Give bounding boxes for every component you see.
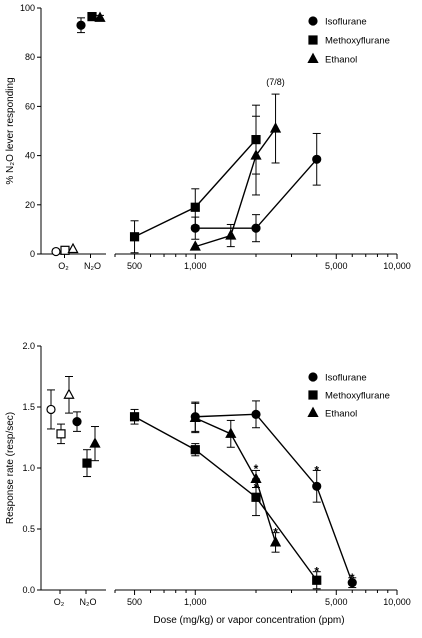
panel1-control-point-triangle <box>94 11 106 22</box>
panel1-point-isoflurane <box>312 154 322 164</box>
panel1-point-ethanol <box>250 149 262 160</box>
panel2-control-point-triangle <box>63 388 75 399</box>
panel1-x-tick-label: 5,000 <box>325 261 348 271</box>
panel1-y-tick-label: 40 <box>25 151 35 161</box>
panel1-y-tick-label: 60 <box>25 101 35 111</box>
panel2-control-point-square <box>56 429 66 439</box>
panel1-point-ethanol <box>269 122 282 133</box>
panel1-legend-marker-square <box>308 35 318 45</box>
panel2-point-ethanol <box>250 472 262 484</box>
panel1-control-point-circle <box>76 20 86 30</box>
panel1-control-point-triangle <box>67 242 79 254</box>
panel1-control-point-square <box>87 12 97 22</box>
panel2-point-methoxyflurane <box>190 445 200 455</box>
panel2-n2o-label: N₂O <box>80 597 97 607</box>
panel2-point-methoxyflurane <box>312 575 322 585</box>
panel2-y-tick-label: 1.5 <box>22 402 35 412</box>
panel1-legend-marker-circle <box>308 16 318 26</box>
panel2-point-isoflurane <box>347 578 357 588</box>
panel1-point-ethanol <box>189 240 201 251</box>
panel2-x-tick-label: 500 <box>127 597 142 607</box>
panel1-y-tick-label: 0 <box>30 249 35 259</box>
panel2-y-tick-label: 0.5 <box>22 524 35 534</box>
panel1-y-tick-label: 20 <box>25 200 35 210</box>
panel2-y-tick-label: 2.0 <box>22 341 35 351</box>
panel2-o2-label: O₂ <box>54 597 65 607</box>
panel1-x-tick-label: 1,000 <box>184 261 207 271</box>
panel1-legend-label: Isoflurane <box>325 17 367 28</box>
panel1-x-tick-label: 10,000 <box>383 261 411 271</box>
panel2-y-tick-label: 0.0 <box>22 585 35 595</box>
panel2-line-isoflurane <box>195 413 353 583</box>
panel2-legend-marker-circle <box>308 372 318 382</box>
panel1-y-tick-label: 100 <box>20 3 35 13</box>
panel2-x-tick-label: 10,000 <box>383 597 411 607</box>
panel2-line-methoxyflurane <box>134 416 318 581</box>
panel2-control-point-circle <box>46 404 56 415</box>
panel1-point-methoxyflurane <box>129 232 140 242</box>
panel2-legend-label: Methoxyflurane <box>325 391 390 402</box>
panel2-legend-marker-square <box>308 390 318 400</box>
panel2-point-methoxyflurane <box>251 492 261 502</box>
panel2-y-tick-label: 1.0 <box>22 463 35 473</box>
panel2-x-tick-label: 1,000 <box>184 597 207 607</box>
panel2-line-ethanol <box>194 417 277 543</box>
panel2-point-methoxyflurane <box>129 412 140 422</box>
panel1-control-point-circle <box>51 246 61 257</box>
panel1-o2-label: O₂ <box>58 261 69 271</box>
panel1-legend-label: Methoxyflurane <box>325 36 390 47</box>
panel2-control-point-triangle <box>89 437 101 448</box>
panel2-x-axis-label: Dose (mg/kg) or vapor concentration (ppm… <box>153 615 344 626</box>
panel2-point-ethanol <box>189 411 201 423</box>
panel1-legend-label: Ethanol <box>325 55 357 66</box>
panel1-point-methoxyflurane <box>190 202 200 212</box>
panel2-significance-star: * <box>314 565 319 579</box>
panel2-legend-marker-triangle <box>307 406 319 418</box>
panel2-legend-label: Ethanol <box>325 409 357 420</box>
panel1-n2o-label: N₂O <box>84 261 101 271</box>
panel1-point-isoflurane <box>251 223 261 233</box>
panel2-significance-star: * <box>350 571 355 585</box>
panel2-significance-star: * <box>314 463 319 477</box>
panel2-x-tick-label: 5,000 <box>325 597 348 607</box>
panel1-legend-marker-triangle <box>307 52 319 64</box>
panel2-control-point-square <box>82 458 92 468</box>
panel2-significance-star: * <box>254 462 259 476</box>
panel1-annotation: (7/8) <box>266 77 285 87</box>
panel2-point-isoflurane <box>312 481 322 491</box>
panel2-point-isoflurane <box>251 409 261 419</box>
panel1-x-tick-label: 500 <box>127 261 142 271</box>
panel1-y-axis-label: % N₂O lever responding <box>5 77 16 184</box>
panel2-significance-star: * <box>273 526 278 540</box>
panel2-y-axis-label: Response rate (resp/sec) <box>5 412 16 524</box>
panel2-significance-star: * <box>254 481 259 495</box>
panel1-y-tick-label: 80 <box>25 52 35 62</box>
panel1-line-ethanol <box>195 128 277 248</box>
panel1-point-ethanol <box>225 229 237 240</box>
panel2-control-point-circle <box>72 417 82 427</box>
panel2-point-ethanol <box>269 536 282 547</box>
panel2-point-ethanol <box>225 427 237 438</box>
panel2-legend-label: Isoflurane <box>325 373 367 384</box>
